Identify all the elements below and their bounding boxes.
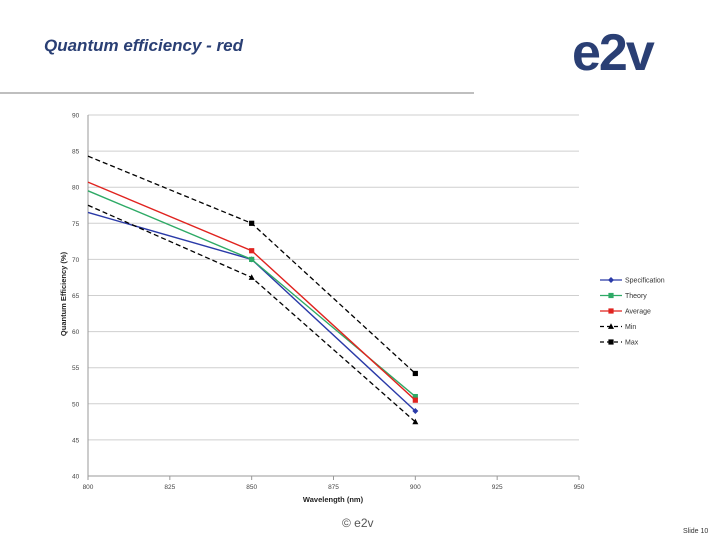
legend-label-min: Min — [625, 324, 636, 331]
x-axis-label: Wavelength (nm) — [303, 495, 364, 504]
title-divider — [0, 92, 474, 94]
y-tick-label-65: 65 — [72, 293, 80, 300]
x-tick-label-800: 800 — [83, 484, 94, 491]
x-tick-label-825: 825 — [164, 484, 175, 491]
y-tick-label-90: 90 — [72, 113, 80, 120]
y-axis-label: Quantum Efficiency (%) — [59, 251, 68, 336]
y-tick-label-40: 40 — [72, 474, 80, 481]
data-point-max-850 — [249, 220, 255, 226]
y-tick-label-60: 60 — [72, 329, 80, 336]
slide-number: Slide 10 — [683, 528, 709, 535]
data-point-max-900 — [412, 370, 418, 377]
slide-title: Quantum efficiency - red — [44, 36, 244, 55]
series-line-min — [87, 204, 416, 423]
legend-label-max: Max — [625, 340, 639, 347]
x-tick-label-875: 875 — [328, 484, 339, 491]
legend-marker-min — [608, 323, 614, 329]
legend-label-average: Average — [625, 309, 651, 316]
logo-text: e2v — [572, 24, 655, 78]
legend-label-specification: Specification — [625, 278, 665, 285]
x-tick-label-925: 925 — [492, 484, 503, 491]
footer-copyright: © e2v — [342, 516, 374, 530]
data-point-theory-850 — [249, 256, 255, 262]
y-tick-label-75: 75 — [72, 221, 80, 228]
series-line-specification — [87, 211, 416, 412]
data-point-theory-900 — [412, 393, 418, 400]
data-point-specification-900 — [412, 408, 419, 415]
y-tick-label-55: 55 — [72, 365, 80, 372]
data-point-average-900 — [412, 397, 418, 403]
y-tick-label-50: 50 — [72, 401, 80, 408]
y-tick-label-85: 85 — [72, 149, 80, 156]
y-tick-label-70: 70 — [72, 257, 80, 264]
e2v-logo: e2v — [572, 24, 657, 78]
x-tick-label-950: 950 — [574, 484, 585, 491]
data-point-average-850 — [249, 248, 255, 254]
legend-marker-max — [608, 339, 614, 345]
series-line-max — [87, 155, 416, 374]
y-tick-label-80: 80 — [72, 185, 80, 192]
x-tick-label-850: 850 — [246, 484, 257, 491]
x-tick-label-900: 900 — [410, 484, 421, 491]
data-point-min-900 — [412, 418, 419, 425]
y-tick-label-45: 45 — [72, 437, 80, 444]
legend-marker-theory — [608, 292, 614, 299]
legend-marker-average — [608, 308, 614, 314]
legend-label-theory: Theory — [625, 293, 647, 300]
data-point-min-850 — [248, 274, 255, 280]
legend-marker-specification — [608, 277, 614, 283]
